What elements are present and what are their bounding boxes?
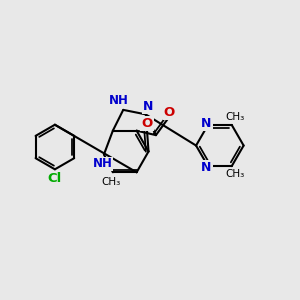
Text: N: N: [201, 161, 212, 174]
Text: CH₃: CH₃: [225, 169, 244, 179]
Text: N: N: [201, 117, 212, 130]
Text: O: O: [141, 117, 153, 130]
Text: CH₃: CH₃: [225, 112, 244, 122]
Text: O: O: [164, 106, 175, 119]
Text: CH₃: CH₃: [102, 177, 121, 187]
Text: NH: NH: [92, 158, 112, 170]
Text: Cl: Cl: [48, 172, 62, 185]
Text: NH: NH: [109, 94, 129, 107]
Text: N: N: [143, 100, 154, 113]
